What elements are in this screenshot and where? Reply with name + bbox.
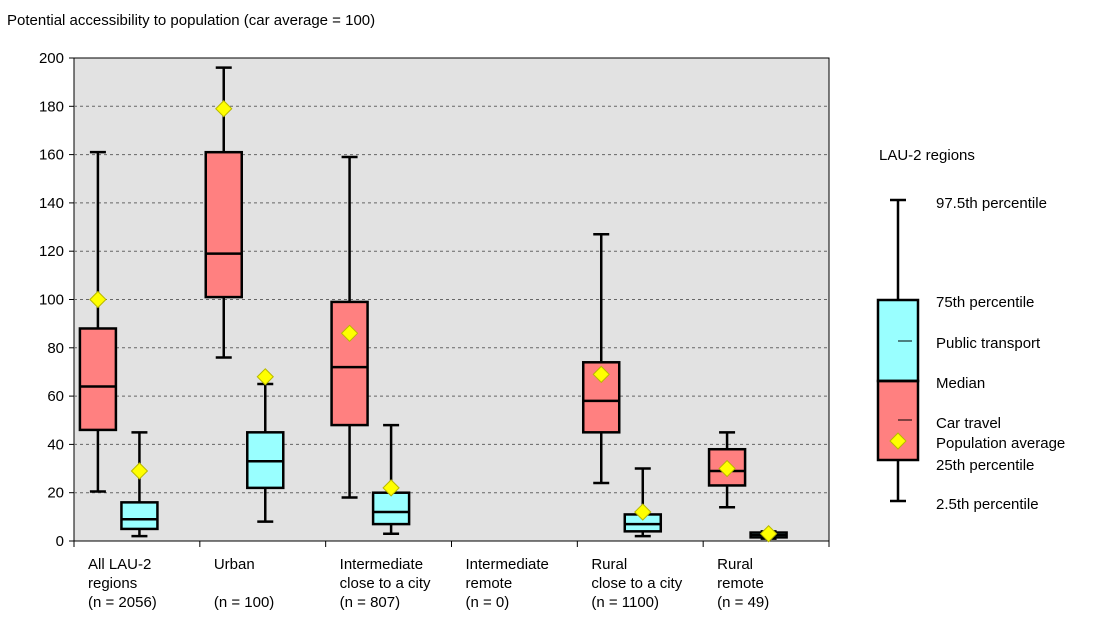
x-category-label: Intermediate [466, 556, 549, 573]
public-transport-box [246, 368, 285, 523]
chart-title: Potential accessibility to population (c… [7, 12, 375, 29]
public-transport-box [623, 467, 663, 538]
x-category-label: regions [88, 575, 137, 592]
x-category-label: close to a city [591, 575, 682, 592]
y-tick-label: 80 [47, 340, 64, 357]
y-tick-label: 140 [39, 195, 64, 212]
public-transport-box [371, 423, 411, 536]
legend-label-p25: 25th percentile [936, 457, 1034, 474]
y-tick-label: 20 [47, 485, 64, 502]
legend-label-car-travel: Car travel [936, 415, 1001, 432]
mean-marker [130, 462, 149, 480]
legend-label-public-transport: Public transport [936, 335, 1041, 352]
category-group: Rural close to a city (n = 1100) [581, 233, 683, 611]
x-category-label: Intermediate [340, 556, 423, 573]
x-category-label: remote [466, 575, 513, 592]
public-transport-box [749, 525, 788, 543]
car-travel-box [330, 155, 369, 499]
y-tick-label: 60 [47, 388, 64, 405]
car-travel-box [78, 150, 118, 493]
mean-marker [718, 459, 736, 478]
car-travel-box [581, 233, 621, 485]
iqr-box [78, 327, 118, 432]
legend-label-p2-5: 2.5th percentile [936, 496, 1039, 513]
x-category-label: Rural [717, 556, 753, 573]
legend-label-p97-5: 97.5th percentile [936, 195, 1047, 212]
y-tick-label: 100 [39, 292, 64, 309]
y-tick-label: 200 [39, 50, 64, 67]
category-group: Urban (n = 100) [204, 66, 285, 611]
y-tick-label: 0 [56, 533, 64, 550]
mean-marker [592, 365, 610, 384]
mean-marker [340, 324, 359, 343]
x-category-label: All LAU-2 [88, 556, 151, 573]
legend-box-illustration [876, 198, 920, 503]
category-group: Intermediate remote (n = 0) [466, 556, 549, 611]
category-group: Intermediate close to a city (n = 807) [330, 155, 431, 611]
car-travel-box [204, 66, 243, 359]
x-category-label: (n = 100) [214, 594, 274, 611]
public-transport-box [120, 431, 159, 538]
mean-marker [256, 368, 274, 386]
x-category-label: Rural [591, 556, 627, 573]
y-tick-label: 40 [47, 436, 64, 453]
y-tick-label: 120 [39, 243, 64, 260]
iqr-box [330, 300, 369, 427]
x-category-label: Urban [214, 556, 255, 573]
y-tick-label: 180 [39, 98, 64, 115]
mean-marker [634, 503, 652, 521]
mean-marker [89, 290, 107, 309]
category-group: All LAU-2 regions (n = 2056) [78, 150, 159, 611]
x-category-label: (n = 1100) [591, 594, 659, 611]
mean-marker [759, 525, 778, 543]
iqr-box [204, 150, 243, 299]
y-tick-label: 160 [39, 147, 64, 164]
legend: LAU-2 regions 97.5th percentile 75th perc… [876, 147, 1065, 513]
x-category-label: (n = 49) [717, 594, 769, 611]
legend-label-median: Median [936, 375, 985, 392]
iqr-box [371, 491, 411, 526]
plot-area: 0 20 40 60 80 100 120 140 160 180 200 All LAU-2 regi… [39, 50, 830, 611]
legend-label-population-average: Population average [936, 435, 1065, 452]
category-group: Rural remote (n = 49) [707, 431, 788, 611]
iqr-box [120, 501, 159, 531]
x-category-label: (n = 807) [340, 594, 400, 611]
mean-marker [215, 100, 233, 118]
legend-title: LAU-2 regions [879, 147, 975, 164]
legend-mean-marker [889, 432, 907, 450]
plot-background [73, 57, 830, 542]
x-category-label: remote [717, 575, 764, 592]
legend-label-p75: 75th percentile [936, 294, 1034, 311]
mean-marker [382, 479, 400, 497]
car-travel-box [707, 431, 747, 509]
x-category-label: (n = 0) [466, 594, 510, 611]
x-category-label: (n = 2056) [88, 594, 157, 611]
x-category-label: close to a city [340, 575, 431, 592]
